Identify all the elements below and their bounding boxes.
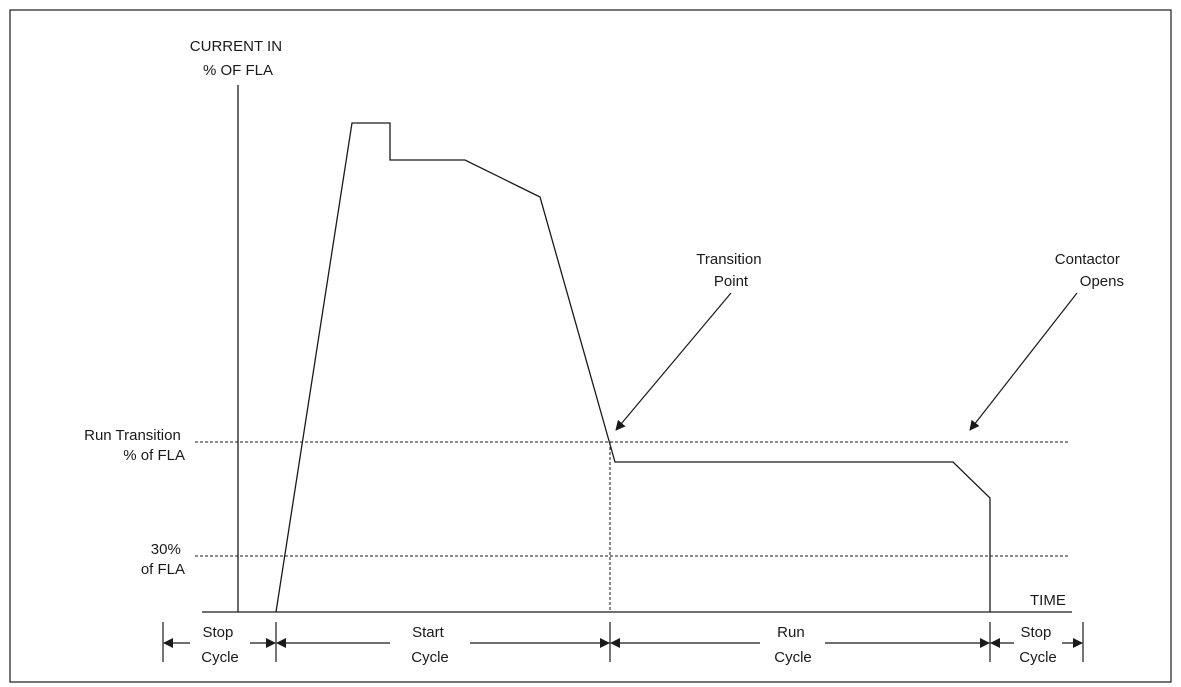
run-transition-label: Run Transition % of FLA (84, 427, 185, 464)
contactor-opens-label: Contactor Opens (1055, 251, 1124, 290)
stop-cycle-2-label: Stop Cycle (1019, 624, 1057, 666)
x-axis-label: TIME (1030, 592, 1066, 609)
current-profile-curve (275, 122, 991, 613)
transition-point-arrow (615, 292, 732, 431)
diagram-frame (9, 9, 1172, 683)
y-axis-label: CURRENT IN % OF FLA (190, 38, 286, 79)
run-cycle-label: Run Cycle (774, 624, 812, 666)
start-cycle-label: Start Cycle (411, 624, 449, 666)
contactor-opens-arrow (969, 292, 1078, 431)
stop-cycle-1-label: Stop Cycle (201, 624, 239, 666)
transition-point-label: Transition Point (696, 251, 765, 290)
thirty-percent-label: 30% of FLA (141, 541, 185, 578)
